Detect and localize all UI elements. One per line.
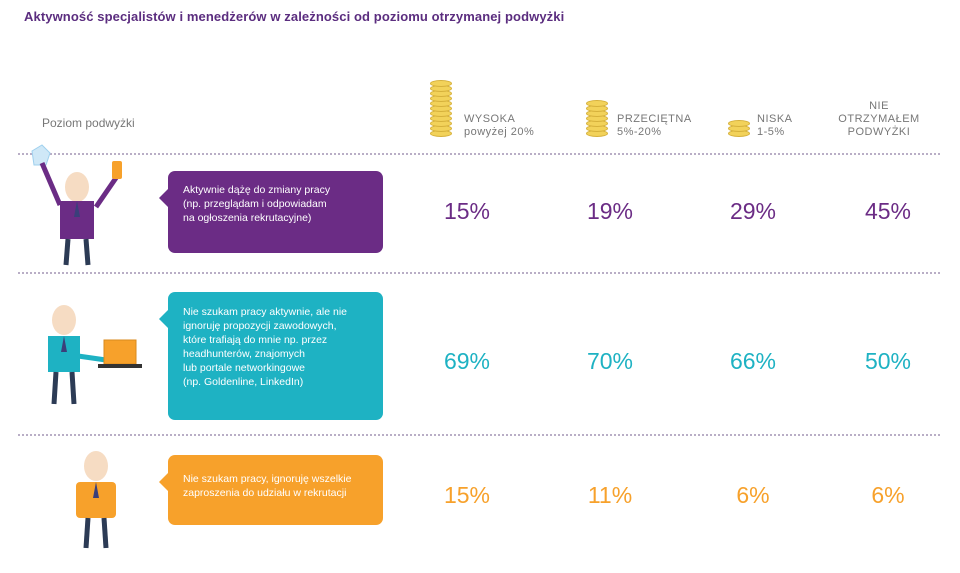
row-separator: [18, 272, 940, 274]
value-cell: 19%: [586, 198, 634, 224]
row-label-not-searching: Nie szukam pracy, ignoruję wszelkie zapr…: [159, 455, 383, 525]
column-header-high: WYSOKA powyżej 20%: [464, 113, 535, 138]
row-separator: [18, 153, 940, 155]
row-separator: [18, 434, 940, 436]
value-cell: 6%: [736, 482, 770, 508]
value-cell: 6%: [871, 482, 905, 508]
person-purple-icon: [31, 144, 122, 266]
value-cell: 45%: [864, 198, 912, 224]
row-label-passive-search: Nie szukam pracy aktywnie, ale nie ignor…: [159, 292, 383, 420]
value-cell: 15%: [443, 198, 491, 224]
value-cell: 15%: [443, 482, 491, 508]
coin-icon: [430, 80, 452, 87]
column-header-none: NIE OTRZYMAŁEM PODWYŻKI: [838, 100, 920, 138]
coin-icon: [728, 120, 750, 127]
chart-title: Aktywność specjalistów i menedżerów w za…: [24, 9, 565, 24]
row-label-active-search: Aktywnie dążę do zmiany pracy (np. przeg…: [159, 171, 383, 253]
value-cell: 29%: [729, 198, 777, 224]
row-label-heading: Poziom podwyżki: [42, 116, 135, 130]
person-orange-icon: [76, 451, 116, 549]
value-cell: 70%: [586, 348, 634, 374]
column-header-medium: PRZECIĘTNA 5%-20%: [617, 113, 692, 138]
value-cell: 11%: [587, 482, 633, 508]
column-header-low: NISKA 1-5%: [757, 113, 793, 138]
value-cell: 50%: [864, 348, 912, 374]
value-cell: 69%: [443, 348, 491, 374]
person-teal-laptop-icon: [48, 305, 142, 405]
value-cell: 66%: [729, 348, 777, 374]
coin-icon: [586, 100, 608, 107]
